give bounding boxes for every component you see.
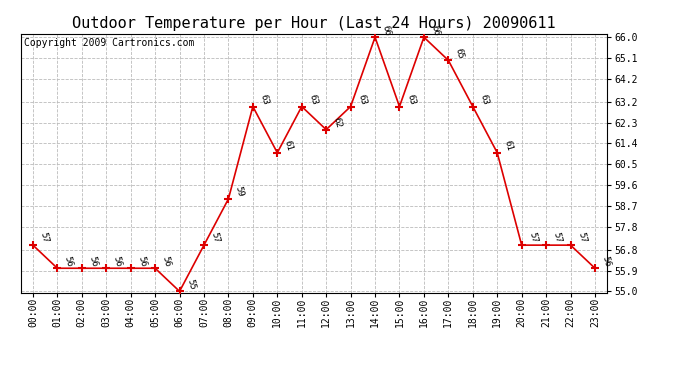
Text: 63: 63 bbox=[405, 93, 417, 106]
Text: 56: 56 bbox=[136, 255, 148, 267]
Text: 61: 61 bbox=[503, 139, 514, 152]
Text: 62: 62 bbox=[332, 116, 343, 129]
Text: 63: 63 bbox=[356, 93, 368, 106]
Text: 66: 66 bbox=[429, 24, 441, 36]
Text: Copyright 2009 Cartronics.com: Copyright 2009 Cartronics.com bbox=[23, 38, 194, 48]
Text: 57: 57 bbox=[527, 232, 539, 244]
Text: 57: 57 bbox=[39, 232, 50, 244]
Text: 56: 56 bbox=[600, 255, 612, 267]
Text: 63: 63 bbox=[259, 93, 270, 106]
Text: 57: 57 bbox=[552, 232, 563, 244]
Text: 66: 66 bbox=[381, 24, 392, 36]
Text: 57: 57 bbox=[576, 232, 588, 244]
Text: 63: 63 bbox=[307, 93, 319, 106]
Text: 56: 56 bbox=[112, 255, 124, 267]
Title: Outdoor Temperature per Hour (Last 24 Hours) 20090611: Outdoor Temperature per Hour (Last 24 Ho… bbox=[72, 16, 555, 31]
Text: 59: 59 bbox=[234, 186, 246, 198]
Text: 65: 65 bbox=[454, 47, 465, 60]
Text: 57: 57 bbox=[210, 232, 221, 244]
Text: 55: 55 bbox=[185, 278, 197, 291]
Text: 61: 61 bbox=[283, 139, 295, 152]
Text: 56: 56 bbox=[88, 255, 99, 267]
Text: 56: 56 bbox=[161, 255, 172, 267]
Text: 63: 63 bbox=[478, 93, 490, 106]
Text: 56: 56 bbox=[63, 255, 75, 267]
